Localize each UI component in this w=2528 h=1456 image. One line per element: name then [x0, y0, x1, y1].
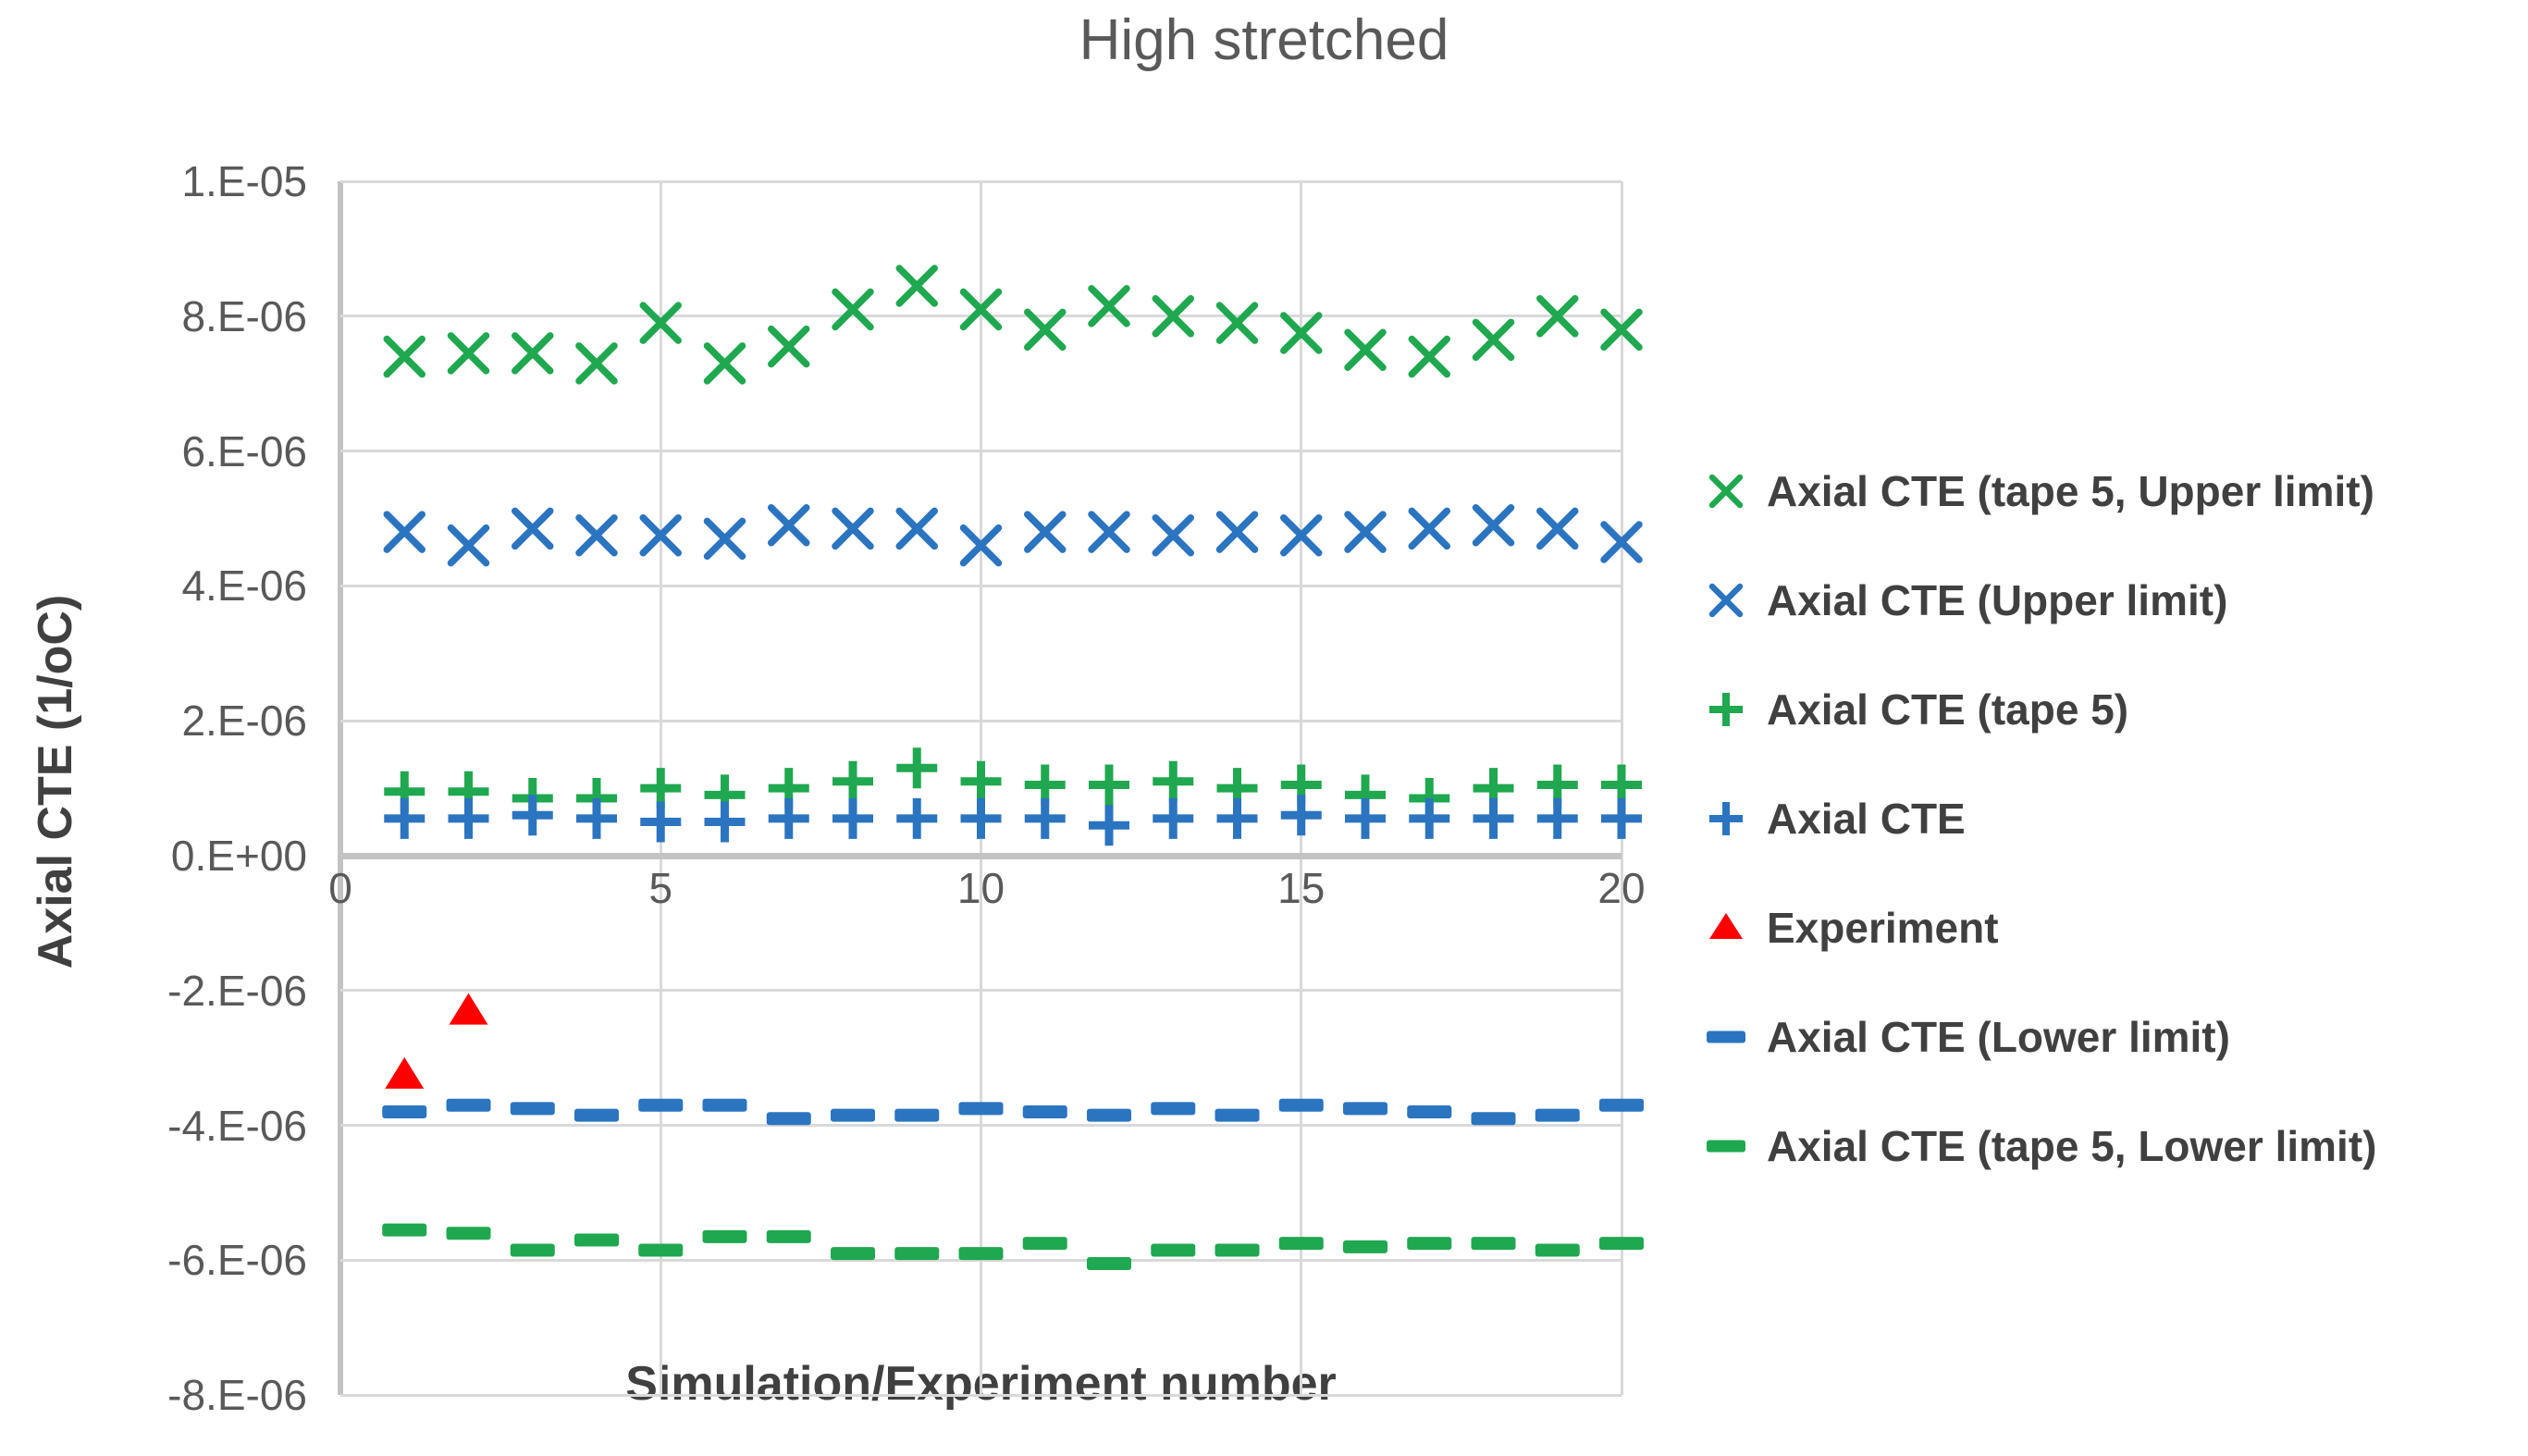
legend-item-label: Axial CTE (tape 5): [1767, 685, 2129, 734]
legend-item-tape5: Axial CTE (tape 5): [1700, 685, 2128, 734]
v-gridline: [659, 181, 662, 1395]
series-tape5-lower: [382, 1223, 1644, 1271]
plus-marker-icon: [1709, 802, 1743, 835]
y-tick-label: -4.E-06: [167, 1101, 307, 1150]
x-tick-label: 5: [648, 864, 673, 912]
x-tick-label: 15: [1277, 864, 1326, 912]
y-tick-label: 6.E-06: [181, 426, 307, 475]
y-axis-title: Axial CTE (1/oC): [29, 594, 82, 969]
h-gridline: [340, 1124, 1622, 1128]
legend-item-label: Axial CTE (tape 5, Upper limit): [1767, 467, 2374, 515]
chart-title: High stretched: [1079, 8, 1449, 72]
y-tick-label: -2.E-06: [167, 966, 307, 1015]
legend-item-label: Axial CTE (Upper limit): [1767, 576, 2228, 624]
dash-marker-icon: [1707, 1030, 1745, 1043]
x-marker-icon: [1708, 583, 1744, 618]
series-upper: [383, 504, 1643, 567]
h-gridline: [340, 315, 1622, 318]
y-tick-label: 2.E-06: [181, 697, 307, 746]
y-tick-label: 4.E-06: [181, 561, 307, 611]
legend-item-label: Axial CTE (tape 5, Lower limit): [1767, 1122, 2377, 1170]
legend-item-lower: Axial CTE (Lower limit): [1700, 1012, 2230, 1062]
x-tick-label: 10: [956, 864, 1005, 912]
x-axis-line: [340, 852, 1622, 859]
h-gridline: [340, 450, 1622, 453]
x-tick-label: 20: [1597, 864, 1646, 912]
legend-item-base: Axial CTE: [1700, 794, 1966, 844]
y-tick-label: -8.E-06: [167, 1371, 307, 1420]
legend-item-experiment: Experiment: [1700, 903, 1999, 953]
legend-item-label: Experiment: [1767, 904, 1999, 952]
series-experiment: [385, 993, 488, 1089]
x-tick-label: 0: [328, 864, 352, 912]
h-gridline: [340, 1258, 1622, 1262]
series-tape5: [384, 747, 1642, 820]
x-marker-icon: [1708, 474, 1744, 509]
y-axis-line: [338, 181, 343, 1395]
legend-item-label: Axial CTE: [1767, 795, 1966, 843]
h-gridline: [340, 179, 1622, 183]
h-gridline: [340, 989, 1622, 993]
y-tick-label: 0.E+00: [170, 832, 307, 880]
series-tape5-upper: [383, 265, 1643, 385]
legend-item-tape5-lower: Axial CTE (tape 5, Lower limit): [1700, 1121, 2376, 1171]
v-gridline: [1300, 181, 1303, 1395]
plus-marker-icon: [1709, 693, 1743, 726]
dash-marker-icon: [1707, 1140, 1745, 1153]
y-tick-label: 8.E-06: [181, 291, 307, 340]
h-gridline: [340, 719, 1622, 722]
y-tick-label: -6.E-06: [167, 1236, 307, 1285]
v-gridline: [980, 181, 982, 1395]
series-lower: [382, 1098, 1644, 1126]
h-gridline: [340, 584, 1622, 587]
legend-item-label: Axial CTE (Lower limit): [1767, 1013, 2230, 1061]
series-base: [384, 795, 1642, 846]
legend-item-tape5-upper: Axial CTE (tape 5, Upper limit): [1700, 466, 2374, 516]
triangle-marker-icon: [1709, 913, 1743, 939]
y-tick-label: 1.E-05: [181, 157, 307, 205]
h-gridline: [340, 1393, 1622, 1397]
legend-item-upper: Axial CTE (Upper limit): [1700, 575, 2227, 625]
v-gridline: [1620, 181, 1623, 1395]
